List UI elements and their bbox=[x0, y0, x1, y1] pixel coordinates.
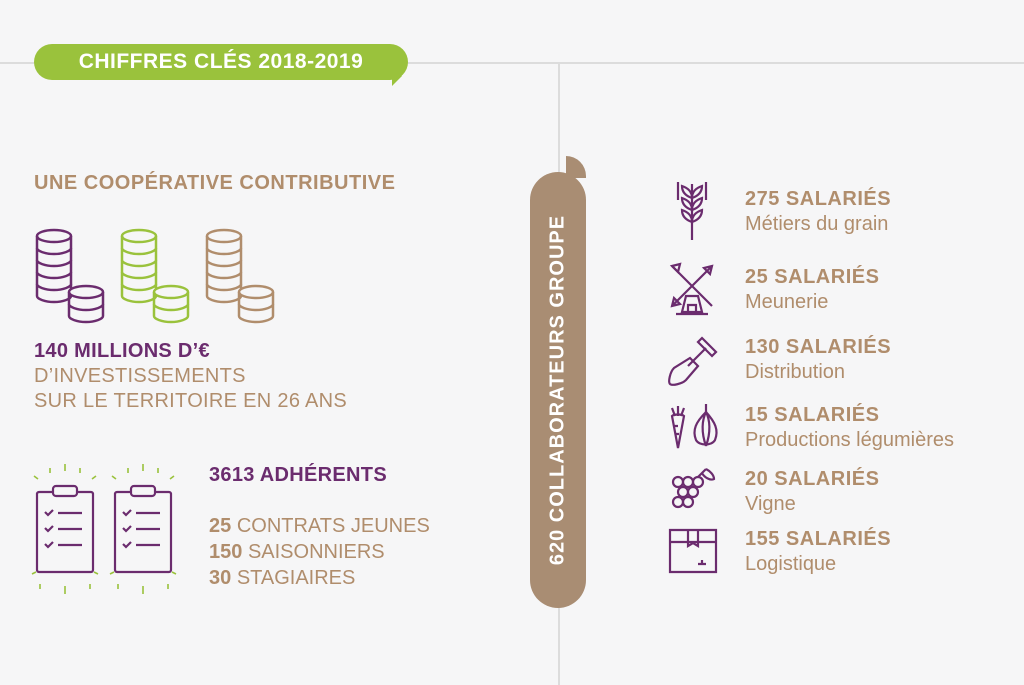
collaborators-pill bbox=[530, 172, 586, 608]
grapes-icon bbox=[668, 464, 718, 514]
shovel-icon bbox=[666, 334, 720, 388]
stat-number: 30 bbox=[209, 567, 232, 589]
stat-label: SAISONNIERS bbox=[247, 541, 385, 563]
stat-contrats: 25 CONTRATS JEUNES bbox=[209, 515, 430, 538]
employee-count: 25 SALARIÉS bbox=[745, 266, 880, 288]
employee-label: Vigne bbox=[745, 493, 796, 515]
employee-label: Meunerie bbox=[745, 291, 829, 313]
employee-count: 275 SALARIÉS bbox=[745, 188, 892, 210]
vegetables-icon bbox=[666, 402, 722, 452]
box-icon bbox=[668, 528, 718, 574]
employee-count: 20 SALARIÉS bbox=[745, 468, 880, 490]
stat-label: STAGIAIRES bbox=[236, 567, 356, 589]
employee-label: Distribution bbox=[745, 361, 846, 383]
investment-amount: 140 MILLIONS D’€ bbox=[34, 340, 210, 362]
investment-line-2: SUR LE TERRITOIRE EN 26 ANS bbox=[34, 390, 348, 412]
employee-label: Logistique bbox=[745, 553, 837, 575]
section-heading: UNE COOPÉRATIVE CONTRIBUTIVE bbox=[34, 172, 396, 194]
stat-number: 25 bbox=[209, 515, 232, 537]
employee-label: Métiers du grain bbox=[745, 213, 889, 235]
stat-stagiaires: 30 STAGIAIRES bbox=[209, 567, 355, 590]
coin-stack-icon bbox=[119, 226, 191, 326]
windmill-icon bbox=[668, 262, 716, 316]
stat-label: CONTRATS JEUNES bbox=[236, 515, 430, 537]
collaborators-label: 620 COLLABORATEURS GROUPE bbox=[546, 214, 569, 566]
employee-count: 155 SALARIÉS bbox=[745, 528, 892, 550]
employee-count: 15 SALARIÉS bbox=[745, 404, 880, 426]
top-divider bbox=[0, 62, 1024, 64]
coin-stack-icon bbox=[34, 226, 106, 326]
header-badge: CHIFFRES CLÉS 2018-2019 bbox=[34, 44, 408, 80]
employee-label: Productions légumières bbox=[745, 429, 954, 451]
clipboard-checklist-icon bbox=[108, 462, 178, 598]
employee-count: 130 SALARIÉS bbox=[745, 336, 892, 358]
clipboard-checklist-icon bbox=[30, 462, 100, 598]
stat-saisonniers: 150 SAISONNIERS bbox=[209, 541, 385, 564]
investment-line-1: D’INVESTISSEMENTS bbox=[34, 365, 246, 387]
wheat-icon bbox=[672, 180, 712, 242]
adherents-count: 3613 ADHÉRENTS bbox=[209, 464, 387, 486]
coin-stack-icon bbox=[204, 226, 276, 326]
stat-number: 150 bbox=[209, 541, 243, 563]
